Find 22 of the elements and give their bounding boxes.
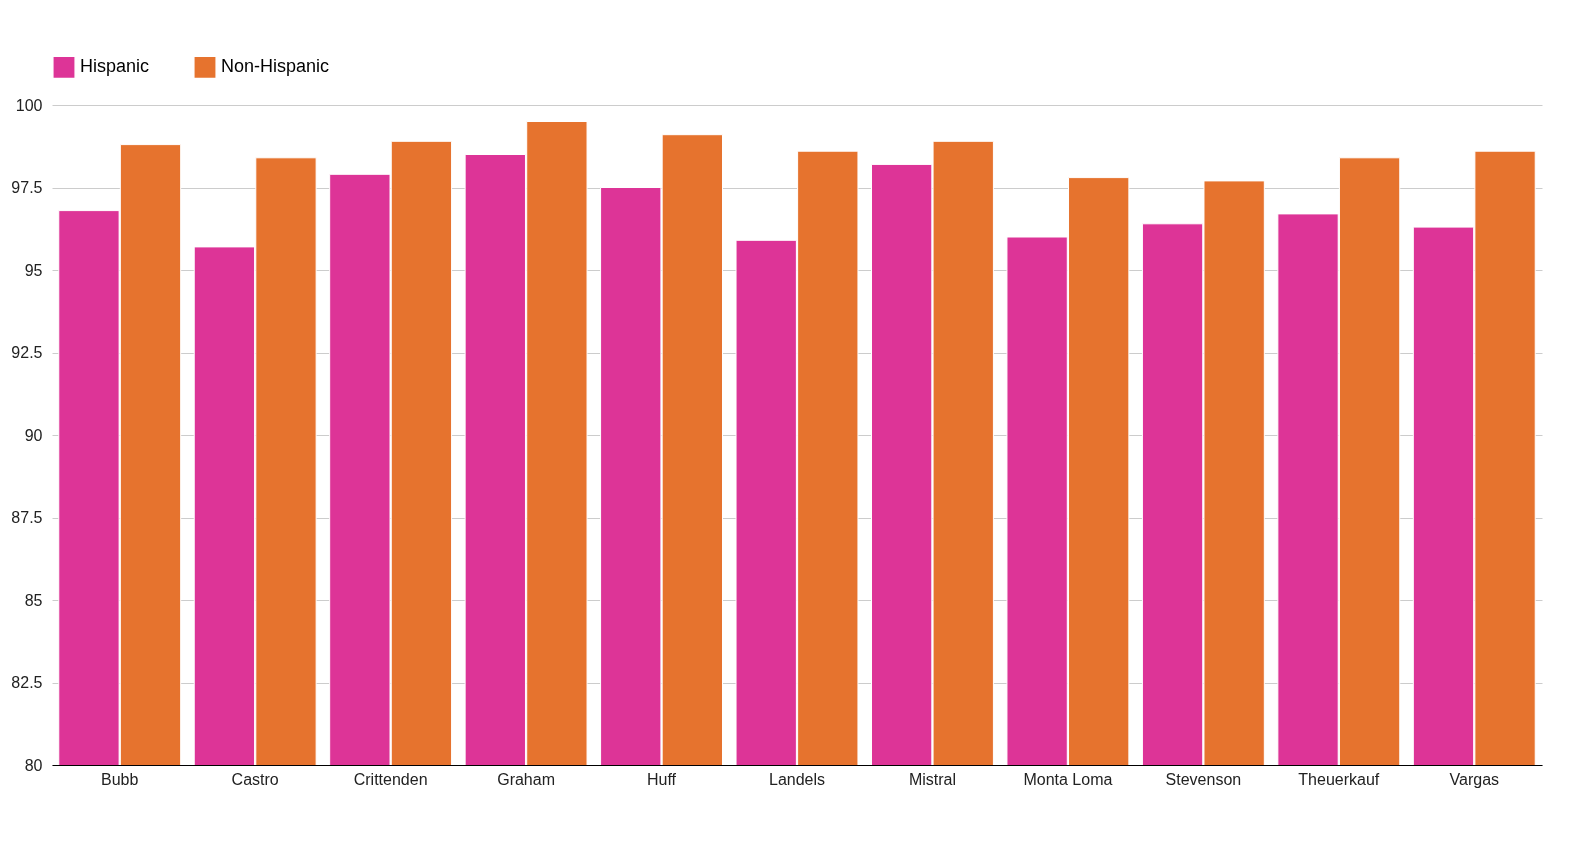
y-tick-label: 87.5 [11,509,43,526]
x-tick-label: Crittenden [353,770,428,788]
x-tick-label: Mistral [908,770,957,788]
y-tick-label: 100 [15,96,43,114]
x-tick-label: Stevenson [1165,770,1242,788]
y-tick-label: 85 [24,591,43,609]
x-tick-label: Vargas [1449,770,1500,788]
x-tick-label: Bubb [101,770,139,788]
x-tick-label: Graham [497,770,555,788]
y-tick-label: 97.5 [11,179,43,196]
x-tick-label: Theuerkauf [1298,770,1380,788]
legend-label: Hispanic [80,56,150,77]
y-tick-label: 95 [24,261,43,279]
x-tick-label: Huff [647,770,677,788]
x-tick-label: Monta Loma [1023,770,1113,788]
x-tick-label: Landels [768,770,826,788]
x-tick-label: Castro [231,770,279,788]
y-tick-label: 90 [24,426,43,444]
y-tick-label: 80 [24,756,43,774]
y-tick-label: 82.5 [11,674,43,691]
y-tick-label: 92.5 [11,344,43,361]
legend-label: Non-Hispanic [221,56,330,77]
